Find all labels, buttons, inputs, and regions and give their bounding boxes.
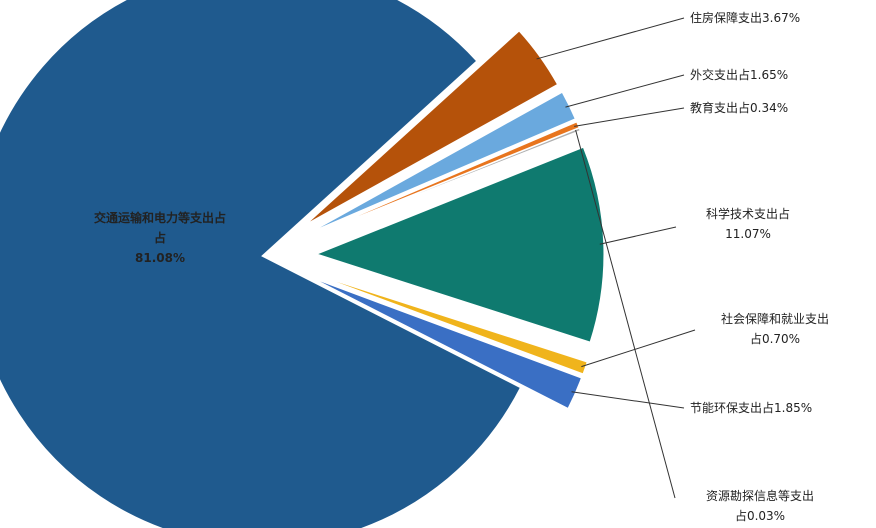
pie-label-0-line-2: 81.08% xyxy=(135,251,185,265)
leader-line-3 xyxy=(574,107,685,127)
leader-line-1 xyxy=(536,17,685,60)
pie-label-4-line-0: 资源勘探信息等支出 xyxy=(706,488,814,503)
pie-slice-5 xyxy=(315,146,605,343)
leader-line-6 xyxy=(581,329,696,368)
pie-label-2-line-0: 外交支出占1.65% xyxy=(690,67,788,82)
pie-slice-6 xyxy=(313,273,588,375)
pie-slice-7 xyxy=(312,277,583,410)
pie-label-6-line-1: 占0.70% xyxy=(750,331,800,346)
pie-label-5-line-0: 科学技术支出占 xyxy=(706,206,790,221)
pie-label-3-line-0: 教育支出占0.34% xyxy=(690,100,788,115)
pie-label-6-line-0: 社会保障和就业支出 xyxy=(721,311,829,326)
pie-slice-2 xyxy=(311,91,576,233)
pie-label-0-line-0: 交通运输和电力等支出占 xyxy=(94,210,226,225)
pie-slice-1 xyxy=(306,30,559,225)
pie-slice-0 xyxy=(0,0,522,528)
leader-line-4 xyxy=(575,129,676,499)
pie-slice-3 xyxy=(312,121,580,236)
pie-label-1-line-0: 住房保障支出3.67% xyxy=(690,10,800,25)
pie-label-0-line-1: 占 xyxy=(154,230,166,245)
leader-line-7 xyxy=(571,391,685,409)
leader-line-2 xyxy=(565,74,685,108)
pie-label-5-line-1: 11.07% xyxy=(725,227,771,241)
pie-slice-4 xyxy=(312,127,581,236)
pie-label-7-line-0: 节能环保支出占1.85% xyxy=(690,400,812,415)
leader-line-5 xyxy=(599,226,677,245)
pie-label-4-line-1: 占0.03% xyxy=(735,508,785,523)
